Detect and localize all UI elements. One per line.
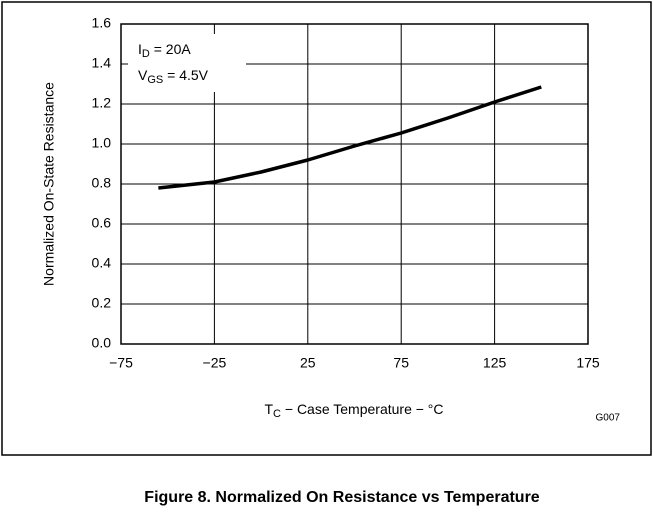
x-axis-label: TC − Case Temperature − °C [264,401,443,420]
ann-sub: GS [147,74,163,86]
y-tick-label: 1.2 [92,95,112,111]
y-axis-label: Normalized On-State Resistance [41,82,57,286]
y-tick-label: 1.4 [92,55,112,71]
y-tick-label: 0.4 [92,255,112,271]
y-tick-label: 0.2 [92,295,112,311]
ann-main: V [138,67,148,83]
annotation: VGS = 4.5V [138,67,209,86]
x-tick-label: 25 [300,355,316,371]
ann-rest: = 4.5V [163,67,208,83]
y-tick-label: 0.8 [92,175,112,191]
y-tick-label: 0.0 [92,335,112,351]
x-tick-label: 75 [393,355,409,371]
x-tick-label: −25 [203,355,227,371]
frame [1,1,652,456]
figure-code: G007 [596,413,621,424]
data-line [158,85,542,190]
y-tick-label: 1.6 [92,15,112,31]
annotation: ID = 20A [138,41,191,60]
annotation-box [128,34,246,92]
x-label-sub: C [273,408,281,420]
x-tick-label: −75 [109,355,133,371]
x-tick-label: 125 [483,355,507,371]
x-label-main: T [264,401,273,417]
y-tick-label: 0.6 [92,215,112,231]
caption: Figure 8. Normalized On Resistance vs Te… [144,489,539,506]
ann-main: I [138,41,142,57]
y-tick-label: 1.0 [92,135,112,151]
ann-rest: = 20A [150,41,192,57]
plot-border [120,23,589,345]
ann-sub: D [142,48,150,60]
x-label-rest: − Case Temperature − °C [281,401,444,417]
x-tick-label: 175 [576,355,600,371]
